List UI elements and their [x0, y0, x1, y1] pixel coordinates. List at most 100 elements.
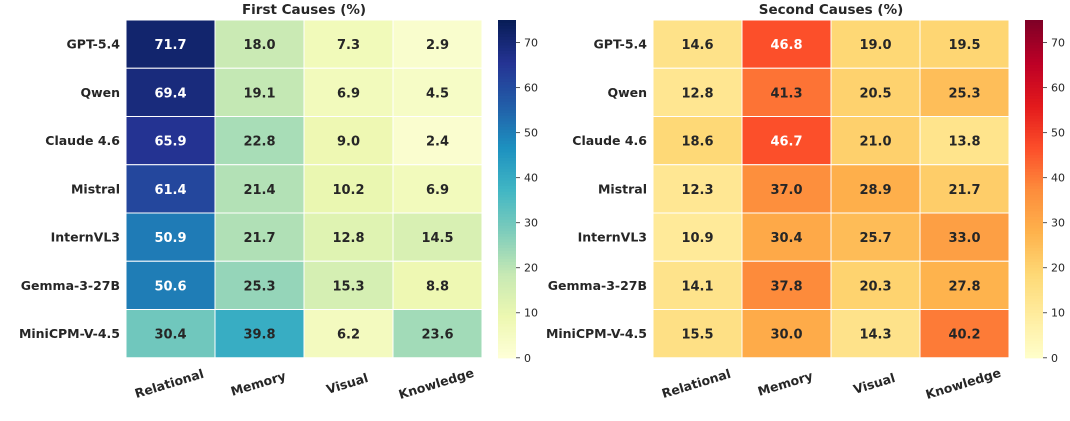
- colorbar-segment: [498, 76, 516, 80]
- colorbar-segment: [1025, 352, 1043, 356]
- colorbar-segment: [1025, 65, 1043, 69]
- colorbar-segment: [1025, 256, 1043, 260]
- colorbar-segment: [1025, 155, 1043, 159]
- cell-value-label: 37.8: [770, 279, 802, 294]
- colorbar-segment: [1025, 152, 1043, 156]
- heatmap-panel-2: Second Causes (%) 14.6 46.8 19.0 19.5 12.8 41.…: [546, 2, 1065, 402]
- colorbar-segment: [1025, 329, 1043, 334]
- colorbar-segment: [498, 143, 516, 148]
- cell-value-label: 12.3: [681, 183, 713, 198]
- heatmap-cell: [741, 260, 832, 310]
- cell-value-label: 33.0: [948, 231, 980, 246]
- colorbar-segment: [1025, 107, 1043, 111]
- colorbar-segment: [1025, 259, 1043, 263]
- colorbar-segment: [498, 326, 516, 331]
- row-label: MiniCPM-V-4.5: [546, 326, 647, 341]
- cell-value-label: 2.9: [426, 38, 449, 53]
- colorbar-segment: [1025, 31, 1043, 35]
- heatmap-cell: [741, 116, 832, 166]
- colorbar-segment: [498, 264, 516, 269]
- colorbar-segment: [1025, 39, 1043, 44]
- cell-value-label: 13.8: [948, 135, 980, 150]
- colorbar-segment: [498, 95, 516, 100]
- colorbar-segment: [1025, 149, 1043, 153]
- colorbar-segment: [498, 163, 516, 167]
- cell-value-label: 28.9: [859, 183, 891, 198]
- colorbar-segment: [498, 318, 516, 322]
- colorbar-segment: [1025, 346, 1043, 350]
- colorbar-segment: [498, 98, 516, 103]
- colorbar-segment: [1025, 321, 1043, 325]
- colorbar-segment: [1025, 326, 1043, 331]
- column-label: Memory: [756, 368, 815, 399]
- heatmap-cell: [214, 67, 305, 117]
- colorbar-segment: [1025, 247, 1043, 252]
- column-label: Relational: [660, 366, 733, 401]
- colorbar-segment: [498, 180, 516, 184]
- heatmap-cell: [830, 309, 921, 359]
- colorbar-segment: [498, 152, 516, 156]
- heatmap-cell: [741, 67, 832, 117]
- colorbar-segment: [1025, 169, 1043, 173]
- colorbar-segment: [498, 340, 516, 345]
- cell-value-label: 14.1: [681, 279, 713, 294]
- heatmap-cell: [652, 212, 743, 262]
- heatmap-cell: [830, 19, 921, 69]
- colorbar-segment: [1025, 202, 1043, 207]
- colorbar-segment: [1025, 267, 1043, 272]
- colorbar-tick-label: 40: [524, 172, 538, 185]
- colorbar-segment: [1025, 132, 1043, 136]
- colorbar-segment: [498, 309, 516, 314]
- colorbar-segment: [1025, 70, 1043, 75]
- colorbar-segment: [498, 138, 516, 142]
- heatmap-cell: [652, 116, 743, 166]
- colorbar-segment: [1025, 34, 1043, 38]
- colorbar-segment: [498, 174, 516, 179]
- colorbar-segment: [1025, 177, 1043, 182]
- colorbar-segment: [498, 278, 516, 283]
- colorbar-segment: [1025, 42, 1043, 46]
- colorbar-segment: [498, 332, 516, 336]
- colorbar-segment: [498, 20, 516, 24]
- cell-value-label: 14.5: [421, 231, 453, 246]
- colorbar-segment: [498, 110, 516, 114]
- colorbar-segment: [1025, 301, 1043, 305]
- colorbar-tick-label: 0: [524, 352, 531, 365]
- colorbar-segment: [1025, 335, 1043, 339]
- colorbar-segment: [1025, 98, 1043, 103]
- colorbar-segment: [498, 247, 516, 252]
- heatmap-cell: [303, 309, 394, 359]
- colorbar-segment: [1025, 287, 1043, 291]
- cell-value-label: 4.5: [426, 86, 449, 101]
- cell-value-label: 6.2: [337, 328, 360, 343]
- colorbar-tick-label: 60: [1051, 82, 1065, 95]
- colorbar-tick-label: 10: [1051, 307, 1065, 320]
- row-label: Mistral: [71, 181, 120, 196]
- colorbar-segment: [1025, 217, 1043, 221]
- colorbar-segment: [1025, 73, 1043, 77]
- colorbar-segment: [498, 219, 516, 224]
- colorbar-segment: [1025, 110, 1043, 114]
- cell-value-label: 61.4: [154, 183, 186, 198]
- colorbar-segment: [498, 48, 516, 52]
- cell-value-label: 27.8: [948, 279, 980, 294]
- colorbar-segment: [1025, 157, 1043, 162]
- colorbar-segment: [498, 354, 516, 359]
- colorbar-segment: [498, 132, 516, 136]
- colorbar-segment: [498, 118, 516, 122]
- colorbar-segment: [498, 276, 516, 280]
- column-label: Knowledge: [924, 365, 1003, 402]
- heatmap-cell: [392, 260, 483, 310]
- colorbar-segment: [1025, 118, 1043, 122]
- colorbar-tick-label: 40: [1051, 172, 1065, 185]
- colorbar-segment: [1025, 338, 1043, 342]
- colorbar-segment: [498, 62, 516, 66]
- cell-value-label: 21.4: [243, 183, 275, 198]
- colorbar-segment: [1025, 124, 1043, 128]
- colorbar-segment: [1025, 253, 1043, 258]
- heatmap-cell: [919, 309, 1010, 359]
- cell-value-label: 23.6: [421, 328, 453, 343]
- colorbar-segment: [1025, 239, 1043, 243]
- colorbar-segment: [498, 53, 516, 58]
- cell-value-label: 69.4: [154, 86, 186, 101]
